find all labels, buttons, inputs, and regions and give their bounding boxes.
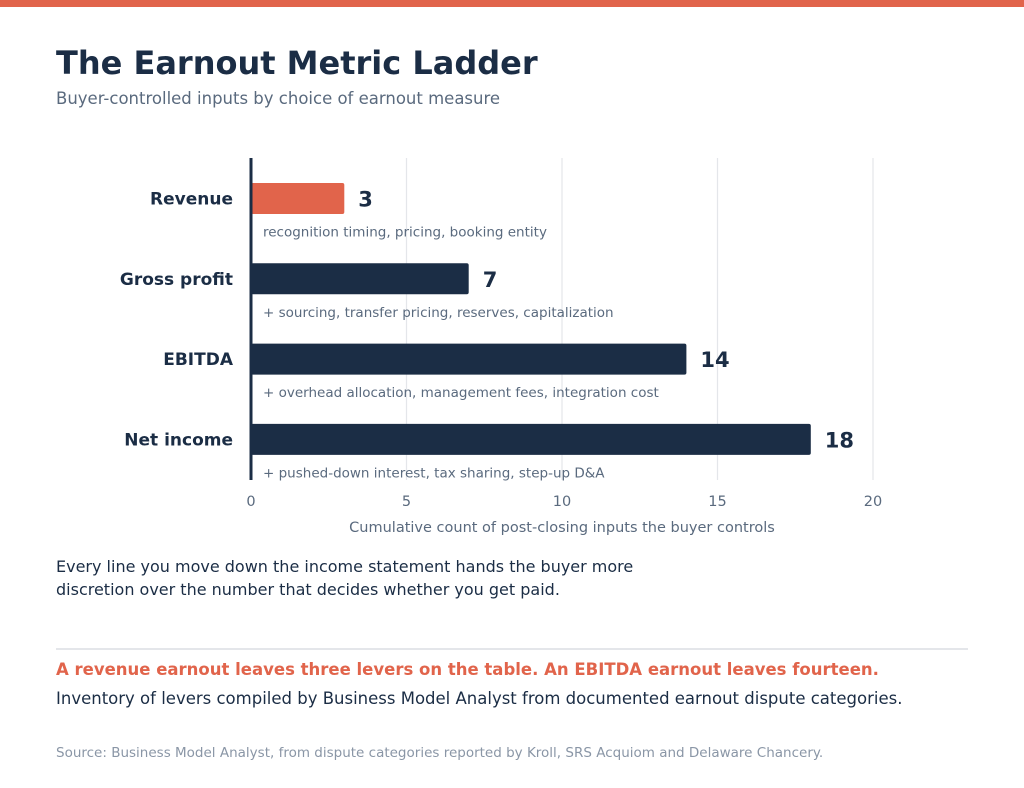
section-divider [56, 648, 968, 650]
x-tick-label: 20 [864, 494, 882, 510]
data-label: 7 [483, 268, 498, 292]
method-note: Inventory of levers compiled by Business… [56, 689, 903, 708]
data-label: 3 [358, 188, 373, 212]
page-title: The Earnout Metric Ladder [56, 44, 538, 82]
body-paragraph: Every line you move down the income stat… [56, 557, 634, 599]
category-label: Gross profit [120, 270, 233, 290]
x-tick-label: 10 [553, 494, 571, 510]
bar [251, 183, 345, 214]
data-label: 18 [825, 428, 854, 452]
x-tick-label: 5 [402, 494, 411, 510]
key-takeaway: A revenue earnout leaves three levers on… [56, 660, 879, 679]
category-label: Revenue [150, 190, 233, 210]
x-tick-label: 0 [246, 494, 255, 510]
x-tick-label: 15 [708, 494, 726, 510]
page-subtitle: Buyer-controlled inputs by choice of ear… [56, 89, 501, 108]
bar [251, 343, 687, 375]
category-label: Net income [124, 430, 233, 450]
bar-annotation: + pushed-down interest, tax sharing, ste… [263, 465, 605, 481]
bar-annotation: + sourcing, transfer pricing, reserves, … [263, 305, 614, 321]
category-label: EBITDA [163, 350, 234, 370]
bar-chart: Revenue 3 recognition timing, pricing, boo… [120, 158, 882, 536]
bar [251, 423, 811, 455]
bar-annotation: + overhead allocation, management fees, … [263, 385, 659, 401]
x-axis-label: Cumulative count of post-closing inputs … [349, 520, 775, 536]
data-label: 14 [700, 348, 729, 372]
source-note: Source: Business Model Analyst, from dis… [56, 745, 824, 761]
top-accent-bar [0, 0, 1024, 7]
bar [251, 263, 469, 295]
bar-annotation: recognition timing, pricing, booking ent… [263, 225, 547, 241]
